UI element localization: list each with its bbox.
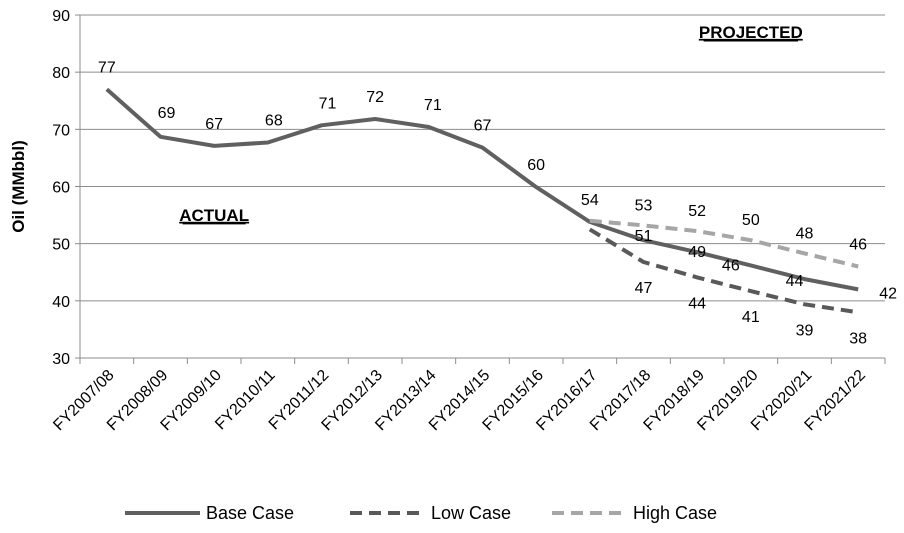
data-label: 42 [879, 285, 897, 302]
data-label: 71 [424, 97, 442, 114]
data-label: 72 [366, 89, 384, 106]
annotation-actual: ACTUAL [179, 206, 249, 225]
y-tick-label: 70 [52, 122, 70, 139]
y-tick-label: 90 [52, 8, 70, 25]
series-line-high-case [589, 218, 859, 269]
series-line-low-case [588, 227, 859, 315]
data-label: 67 [474, 118, 492, 135]
data-label: 47 [635, 280, 653, 297]
data-label: 67 [205, 116, 223, 133]
data-label: 48 [796, 225, 814, 242]
y-tick-label: 30 [52, 351, 70, 368]
data-label: 44 [688, 295, 706, 312]
data-label: 41 [742, 309, 760, 326]
legend-label: Base Case [206, 503, 294, 523]
data-label: 51 [635, 228, 653, 245]
data-label: 69 [158, 105, 176, 122]
legend-label: Low Case [431, 503, 511, 523]
gridlines [80, 14, 885, 359]
data-label: 71 [319, 95, 337, 112]
data-label: 49 [688, 244, 706, 261]
data-label: 50 [742, 212, 760, 229]
data-label: 68 [265, 112, 283, 129]
legend: Base Case Low Case High Case [125, 503, 717, 523]
series-line-base-case [105, 87, 859, 292]
annotation-projected: PROJECTED [699, 23, 803, 42]
data-labels: 77 69 67 68 71 72 71 67 60 54 51 49 46 44 42 47 44 41 39 38… [98, 59, 897, 347]
data-label: 77 [98, 59, 116, 76]
data-label: 46 [722, 257, 740, 274]
data-label: 44 [786, 273, 804, 290]
data-label: 60 [527, 157, 545, 174]
series-lines [105, 87, 859, 315]
data-label: 46 [849, 237, 867, 254]
y-tick-label: 40 [52, 294, 70, 311]
data-label: 53 [635, 197, 653, 214]
data-label: 39 [796, 322, 814, 339]
data-label: 54 [581, 192, 599, 209]
data-label: 38 [849, 330, 867, 347]
annotations: ACTUAL PROJECTED [179, 23, 803, 225]
y-axis-title: Oil (MMbbl) [9, 140, 28, 233]
y-tick-label: 60 [52, 180, 70, 197]
y-tick-label: 50 [52, 237, 70, 254]
y-tick-label: 80 [52, 65, 70, 82]
data-label: 52 [688, 203, 706, 220]
legend-label: High Case [633, 503, 717, 523]
